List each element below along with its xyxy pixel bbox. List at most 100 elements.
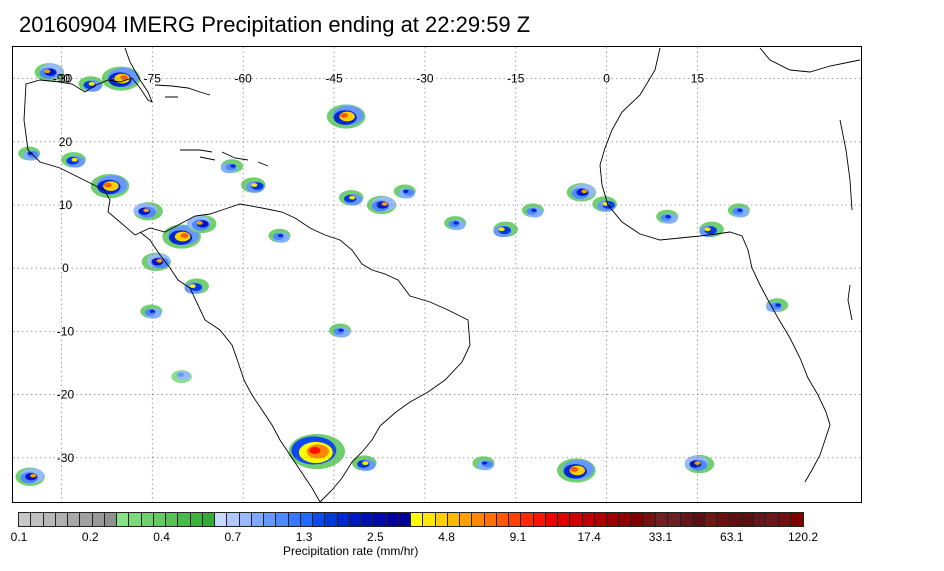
colorbar-swatch <box>31 513 44 526</box>
precip-cell <box>61 152 86 168</box>
precip-band <box>88 81 95 86</box>
colorbar-swatch <box>153 513 166 526</box>
colorbar-swatch <box>741 513 754 526</box>
precip-band <box>362 461 369 466</box>
precip-cell <box>684 454 715 474</box>
precip-cell <box>393 184 416 199</box>
precip-band <box>71 157 78 162</box>
precip-cell <box>727 203 750 218</box>
precip-cell <box>140 304 163 319</box>
colorbar-swatch <box>386 513 399 526</box>
colorbar-tick-label: 120.2 <box>787 530 819 544</box>
colorbar-swatch <box>362 513 375 526</box>
africa-coastline <box>599 47 831 483</box>
colorbar-swatch <box>570 513 583 526</box>
precip-cell <box>521 203 544 218</box>
precip-cell <box>444 216 467 231</box>
precip-cell <box>171 370 192 384</box>
precip-cell <box>556 458 596 483</box>
precip-cell <box>656 209 679 224</box>
precip-band <box>402 189 409 194</box>
colorbar-swatch <box>509 513 522 526</box>
colorbar-swatch <box>43 513 56 526</box>
colorbar-swatch <box>484 513 497 526</box>
colorbar-swatch <box>19 513 32 526</box>
colorbar-swatch <box>202 513 215 526</box>
precip-cell <box>268 228 291 243</box>
colorbar-swatch <box>190 513 203 526</box>
colorbar-swatch <box>631 513 644 526</box>
precip-cell <box>493 221 518 238</box>
east-africa-coast <box>839 119 853 321</box>
precip-band <box>143 208 150 213</box>
colorbar-swatch <box>411 513 424 526</box>
precip-cell <box>326 104 366 129</box>
colorbar-swatch <box>337 513 350 526</box>
lon-label: -90 <box>53 72 71 86</box>
lat-label: -30 <box>57 451 75 465</box>
colorbar-tick-label: 17.4 <box>577 530 601 544</box>
colorbar-tick-label: 33.1 <box>648 530 673 544</box>
colorbar-swatch <box>80 513 93 526</box>
colorbar-swatch <box>582 513 595 526</box>
colorbar-swatch <box>680 513 693 526</box>
precip-cell <box>288 433 345 470</box>
precip-cell <box>184 278 210 294</box>
colorbar-swatch <box>705 513 718 526</box>
precip-band <box>44 69 51 74</box>
precipitation-layer <box>15 63 789 486</box>
precip-cell <box>592 196 617 212</box>
precip-band <box>189 284 196 289</box>
colorbar-swatch <box>754 513 767 526</box>
colorbar-swatch <box>68 513 81 526</box>
precip-cell <box>566 183 597 202</box>
precip-band <box>694 461 701 465</box>
colorbar-swatch <box>460 513 473 526</box>
map-title: 20160904 IMERG Precipitation ending at 2… <box>19 12 531 37</box>
colorbar-tick-label: 0.7 <box>224 530 242 544</box>
colorbar-swatch <box>435 513 448 526</box>
colorbar-tick-label: 0.2 <box>81 530 99 544</box>
colorbar-swatch <box>251 513 264 526</box>
precip-band <box>196 221 203 225</box>
precip-cell <box>15 467 45 486</box>
colorbar-tick-label: 9.1 <box>509 530 527 544</box>
precip-band <box>349 195 356 200</box>
colorbar-swatch <box>447 513 460 526</box>
precip-cell <box>141 252 172 272</box>
colorbar-swatch <box>288 513 301 526</box>
colorbar-tick-label: 0.4 <box>153 530 170 544</box>
colorbar-swatch <box>398 513 411 526</box>
colorbar <box>18 512 804 527</box>
precip-cell <box>187 214 217 234</box>
precip-band <box>570 466 579 472</box>
precip-band <box>665 214 671 219</box>
colorbar-swatch <box>300 513 313 526</box>
colorbar-swatch <box>766 513 779 526</box>
colorbar-swatch <box>117 513 130 526</box>
map-frame <box>12 46 862 503</box>
colorbar-swatch <box>141 513 154 526</box>
lat-label: -10 <box>57 324 75 338</box>
precip-cell <box>765 298 789 313</box>
lon-label: -30 <box>416 72 434 86</box>
precip-cell <box>338 189 364 206</box>
precip-band <box>104 182 112 188</box>
colorbar-swatch <box>656 513 669 526</box>
colorbar-swatch <box>423 513 436 526</box>
colorbar-swatch <box>374 513 387 526</box>
precip-cell <box>240 177 266 193</box>
colorbar-swatch <box>778 513 791 526</box>
colorbar-tick-label: 1.3 <box>295 530 313 544</box>
precip-band <box>531 208 537 213</box>
lat-label: 10 <box>59 198 73 212</box>
precip-band <box>340 113 349 118</box>
colorbar-swatch <box>619 513 632 526</box>
colorbar-swatch <box>668 513 681 526</box>
lon-label: -45 <box>325 72 343 86</box>
colorbar-swatch <box>92 513 105 526</box>
colorbar-swatch <box>717 513 730 526</box>
graticule <box>13 47 861 502</box>
precip-band <box>177 372 185 377</box>
